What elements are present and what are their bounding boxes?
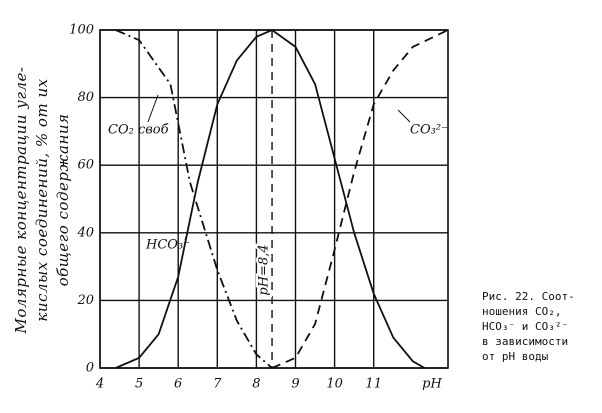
y-tick-label: 100 <box>69 23 94 38</box>
x-tick-label: 4 <box>95 377 104 392</box>
series-label: CO₂ своб <box>108 123 169 138</box>
plot-frame <box>99 29 449 369</box>
y-axis-label: Молярные концентрации угле- <box>12 67 30 335</box>
x-tick-label: 9 <box>291 377 299 392</box>
caption-line: от pH воды <box>482 350 549 363</box>
caption-line: в зависимости <box>482 335 568 348</box>
leader-line <box>184 236 187 241</box>
caption-line: ношения CO₂, <box>482 305 561 318</box>
x-tick-label: 8 <box>252 377 260 392</box>
series-label: HCO₃⁻ <box>145 238 190 253</box>
leader-line <box>397 109 411 123</box>
x-tick-label: 7 <box>213 377 222 392</box>
reference-label: pH=8,4 <box>257 244 272 295</box>
leader-line <box>147 94 159 123</box>
y-tick-label: 0 <box>86 361 94 376</box>
y-tick-label: 20 <box>76 293 94 308</box>
series-line <box>115 29 273 369</box>
caption-line: HCO₃⁻ и CO₃²⁻ <box>482 320 568 333</box>
caption-line: Рис. 22. Соот- <box>482 290 575 303</box>
series-line <box>115 28 425 369</box>
series-label: CO₃²⁻ <box>410 123 448 138</box>
x-tick-label: 6 <box>174 377 182 392</box>
series-line <box>271 29 449 369</box>
x-tick-label: 10 <box>326 377 343 392</box>
y-tick-label: 40 <box>76 225 94 240</box>
x-axis-label: pH <box>422 377 442 392</box>
y-axis-label: общего содержания <box>54 114 72 287</box>
x-tick-label: 5 <box>135 377 143 392</box>
y-axis-label: кислых соединений, % от их <box>33 78 51 321</box>
y-tick-label: 80 <box>77 90 94 105</box>
y-tick-label: 60 <box>77 158 94 173</box>
x-tick-label: 11 <box>365 377 382 392</box>
